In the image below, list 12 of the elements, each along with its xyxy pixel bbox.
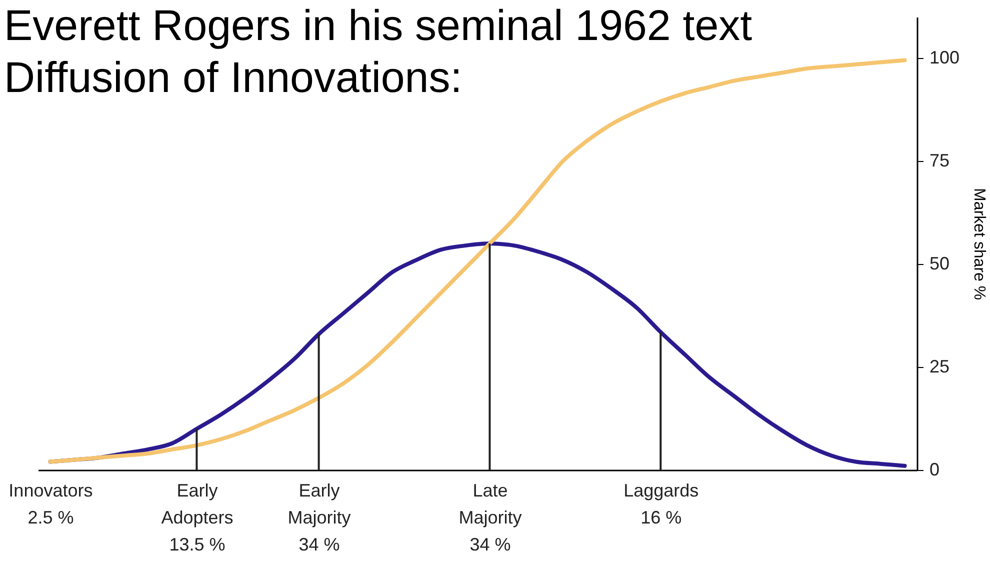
x-tick-label: Early Adopters 13.5 % [161,480,234,554]
x-tick-label: Early Majority 34 % [288,480,351,554]
y-tick-label: 100 [930,48,960,68]
chart-title: Everett Rogers in his seminal 1962 text Diffusion of Innovations: [4,1,754,104]
x-tick-label: Late Majority 34 % [458,480,522,554]
y-tick-label: 25 [930,356,950,377]
x-tick-label: Innovators 2.5 % [8,480,93,528]
y-tick-label: 0 [930,460,940,480]
y-axis-title: Market share % [970,188,988,300]
x-tick-label: Laggards 16 % [624,480,699,528]
y-tick-label: 75 [930,150,950,171]
y-tick-label: 50 [930,254,950,274]
